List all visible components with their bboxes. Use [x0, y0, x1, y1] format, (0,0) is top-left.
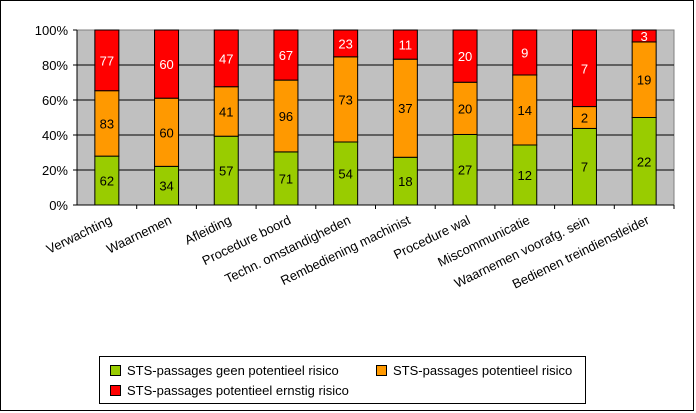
bar-segment	[452, 81, 478, 135]
bar-segment	[273, 151, 299, 206]
data-label: 57	[219, 164, 233, 179]
x-tick-label: Waarnemen	[104, 212, 174, 256]
data-label: 77	[100, 53, 114, 68]
legend-item-potential-risk: STS-passages potentieel risico	[376, 363, 572, 378]
y-tick-label: 20%	[42, 163, 68, 178]
bar-segment	[154, 29, 180, 99]
bar-segment	[512, 74, 538, 146]
bar-segment	[333, 29, 359, 58]
data-label: 27	[458, 163, 472, 178]
data-label: 22	[637, 154, 651, 169]
legend-swatch-no-risk	[110, 365, 121, 376]
bar-segment	[213, 86, 239, 137]
bar-segment	[512, 144, 538, 206]
data-label: 47	[219, 51, 233, 66]
legend-item-serious-risk: STS-passages potentieel ernstig risico	[110, 383, 349, 398]
bar-segment	[154, 165, 180, 206]
legend-swatch-potential-risk	[376, 365, 387, 376]
data-label: 62	[100, 174, 114, 189]
bar-segment	[631, 117, 657, 206]
y-tick-label: 0%	[49, 198, 68, 213]
bar-segment	[333, 56, 359, 143]
bar-segment	[94, 90, 120, 157]
data-label: 60	[159, 125, 173, 140]
bar-segment	[452, 133, 478, 206]
data-label: 11	[399, 38, 413, 53]
data-label: 37	[398, 101, 412, 116]
bar-segment	[94, 29, 120, 92]
data-label: 9	[521, 46, 528, 61]
data-label: 34	[159, 179, 173, 194]
y-tick-label: 80%	[42, 58, 68, 73]
bar-segment	[571, 29, 597, 108]
y-tick-label: 40%	[42, 128, 68, 143]
y-tick-label: 60%	[42, 93, 68, 108]
data-label: 18	[398, 174, 412, 189]
bar-segment	[213, 29, 239, 88]
data-label: 83	[100, 116, 114, 131]
bar-segment	[392, 58, 418, 158]
legend-item-no-risk: STS-passages geen potentieel risico	[110, 363, 339, 378]
data-label: 60	[159, 57, 173, 72]
data-label: 7	[581, 61, 588, 76]
bar-segment	[631, 41, 657, 119]
bar-segment	[154, 97, 180, 167]
bar-segment	[631, 29, 657, 43]
data-label: 12	[518, 168, 532, 183]
data-label: 67	[279, 48, 293, 63]
bar-segment	[273, 79, 299, 153]
data-label: 23	[338, 36, 352, 51]
legend-label-no-risk: STS-passages geen potentieel risico	[127, 363, 339, 378]
data-label: 3	[641, 29, 648, 44]
legend-label-serious-risk: STS-passages potentieel ernstig risico	[127, 383, 349, 398]
data-label: 96	[279, 109, 293, 124]
chart-legend: STS-passages geen potentieel risico STS-…	[99, 356, 586, 404]
bar-segment	[571, 127, 597, 206]
data-label: 54	[338, 167, 352, 182]
legend-swatch-serious-risk	[110, 385, 121, 396]
data-label: 20	[458, 49, 472, 64]
bar-segment	[273, 29, 299, 81]
data-label: 14	[518, 103, 532, 118]
x-tick-label: Verwachting	[44, 212, 114, 257]
y-tick-label: 100%	[35, 23, 69, 38]
data-label: 2	[581, 111, 588, 126]
legend-label-potential-risk: STS-passages potentieel risico	[393, 363, 573, 378]
bar-segment	[452, 29, 478, 83]
data-label: 19	[637, 73, 651, 88]
data-label: 73	[338, 92, 352, 107]
data-label: 7	[581, 160, 588, 175]
data-label: 71	[279, 171, 293, 186]
data-label: 41	[219, 104, 233, 119]
bar-segment	[512, 29, 538, 76]
data-label: 20	[458, 101, 472, 116]
bar-segment	[392, 29, 418, 60]
